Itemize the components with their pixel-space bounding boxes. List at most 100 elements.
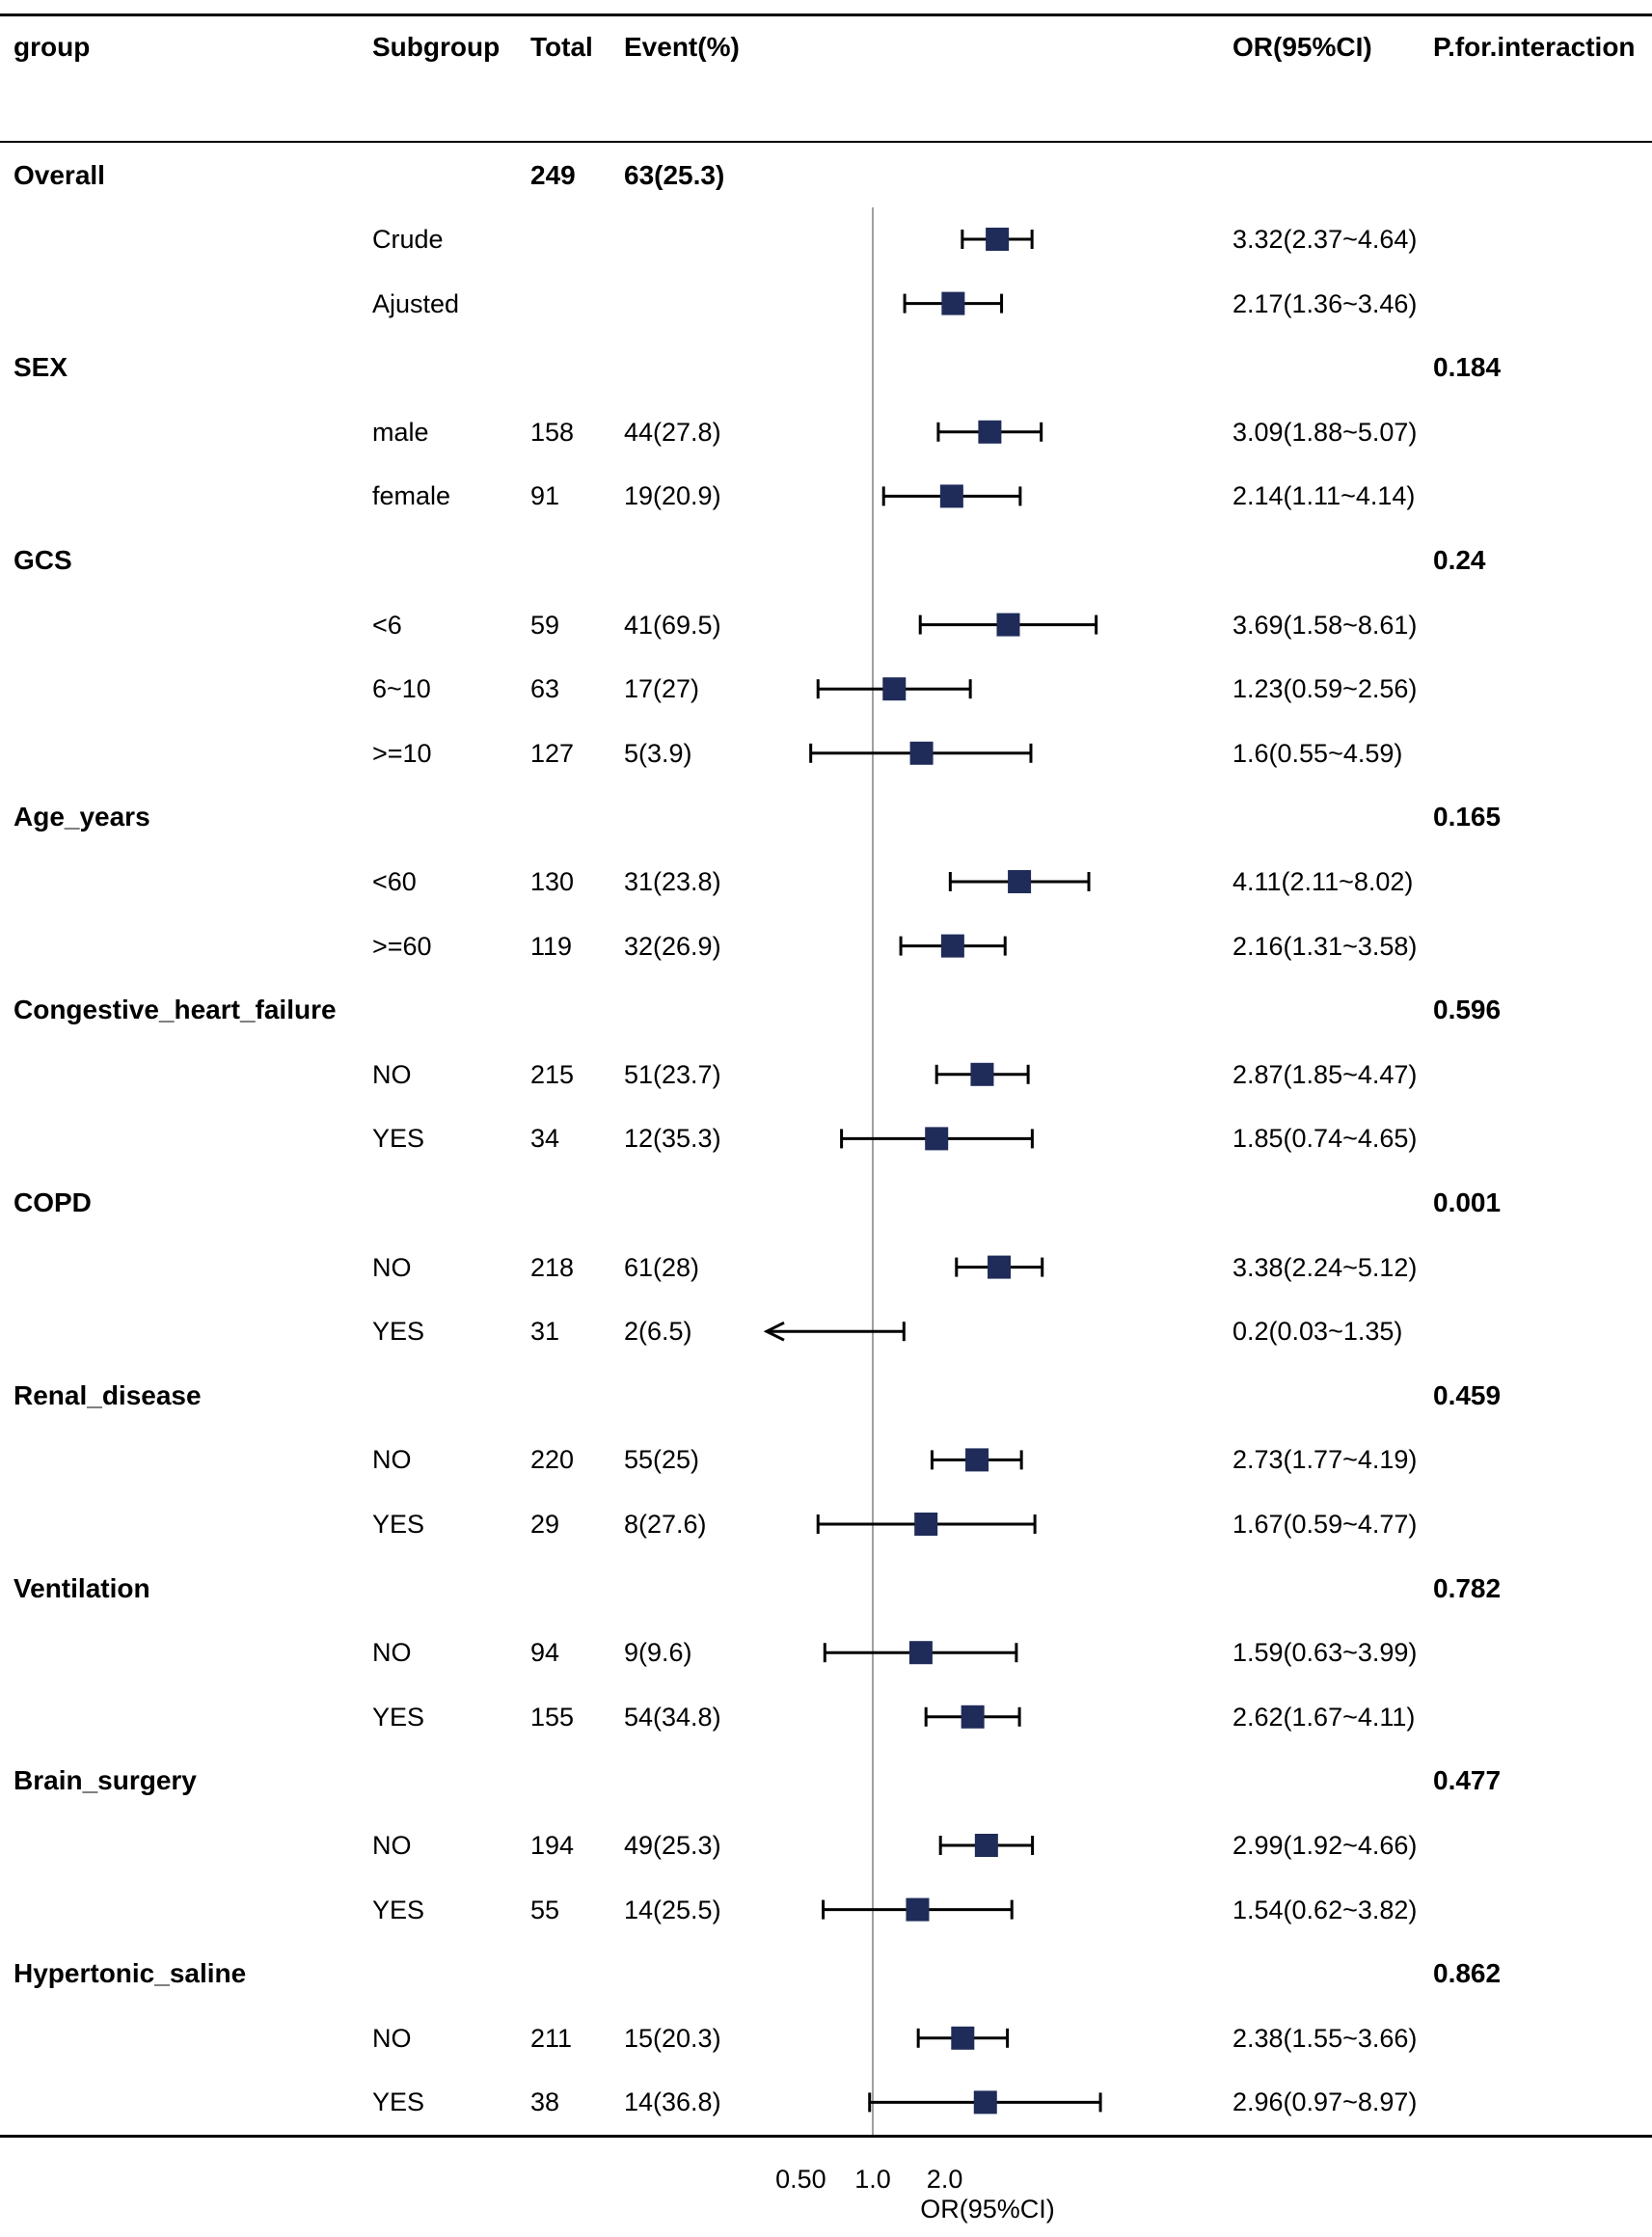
p-interaction-value: 0.184: [1433, 352, 1502, 383]
p-interaction-value: 0.782: [1433, 1572, 1502, 1603]
total-value: 31: [530, 1317, 560, 1347]
header-total: Total: [530, 32, 593, 62]
subgroup-label: male: [372, 417, 429, 447]
subgroup-label: <6: [372, 610, 402, 640]
subgroup-label: Crude: [372, 225, 444, 254]
or-ci-text: 2.73(1.77~4.19): [1232, 1445, 1418, 1475]
group-label: COPD: [14, 1187, 92, 1217]
or-point-box: [939, 484, 963, 508]
or-point-box: [941, 291, 965, 315]
or-ci-text: 2.99(1.92~4.66): [1232, 1831, 1418, 1860]
event-value: 44(27.8): [624, 417, 721, 447]
event-value: 15(20.3): [624, 2023, 721, 2053]
or-ci-text: 1.59(0.63~3.99): [1232, 1638, 1418, 1668]
group-label: GCS: [14, 545, 72, 575]
or-point-box: [914, 1513, 938, 1536]
top-rule: [0, 14, 1652, 16]
or-point-box: [974, 1834, 998, 1857]
p-interaction-value: 0.001: [1433, 1187, 1502, 1217]
event-value: 31(23.8): [624, 867, 721, 896]
total-value: 194: [530, 1831, 575, 1860]
x-axis-label: OR(95%CI): [920, 2195, 1055, 2223]
or-point-box: [906, 1897, 930, 1922]
or-point-box: [882, 677, 907, 701]
total-value: 215: [530, 1059, 575, 1089]
or-ci-text: 2.96(0.97~8.97): [1232, 2087, 1418, 2117]
or-ci-text: 2.38(1.55~3.66): [1232, 2023, 1418, 2053]
overall-label: Overall: [14, 160, 105, 190]
or-point-box: [951, 2026, 975, 2050]
group-label: SEX: [14, 352, 68, 383]
event-value: 49(25.3): [624, 1831, 721, 1860]
total-value: 55: [530, 1895, 560, 1924]
p-interaction-value: 0.24: [1433, 545, 1486, 575]
or-point-box: [925, 1127, 949, 1151]
total-value: 158: [530, 417, 575, 447]
total-value: 94: [530, 1638, 560, 1668]
subgroup-label: >=60: [372, 931, 432, 961]
subgroup-label: YES: [372, 1510, 425, 1539]
or-point-box: [965, 1448, 989, 1472]
event-value: 41(69.5): [624, 610, 721, 640]
event-value: 14(36.8): [624, 2087, 721, 2117]
subgroup-label: YES: [372, 1317, 425, 1347]
total-value: 63: [530, 674, 560, 704]
x-tick-label: 2.0: [926, 2165, 963, 2194]
subgroup-label: Ajusted: [372, 288, 460, 318]
event-value: 8(27.6): [624, 1510, 707, 1539]
or-point-box: [973, 2090, 997, 2114]
x-tick-label: 1.0: [854, 2165, 891, 2194]
event-value: 51(23.7): [624, 1059, 721, 1089]
subgroup-label: YES: [372, 2087, 425, 2117]
subgroup-label: NO: [372, 2023, 412, 2053]
group-label: Brain_surgery: [14, 1765, 197, 1796]
event-value: 14(25.5): [624, 1895, 721, 1924]
or-ci-text: 2.87(1.85~4.47): [1232, 1059, 1418, 1089]
header-p-interaction: P.for.interaction: [1433, 32, 1636, 62]
header-group: group: [14, 32, 91, 62]
subgroup-label: NO: [372, 1445, 412, 1475]
event-value: 55(25): [624, 1445, 700, 1475]
or-point-box: [940, 934, 964, 958]
subgroup-label: YES: [372, 1895, 425, 1924]
overall-total: 249: [530, 160, 576, 190]
subgroup-label: NO: [372, 1252, 412, 1282]
subgroup-label: NO: [372, 1831, 412, 1860]
or-point-box: [996, 613, 1020, 637]
total-value: 130: [530, 867, 575, 896]
event-value: 9(9.6): [624, 1638, 692, 1668]
group-label: Congestive_heart_failure: [14, 995, 337, 1025]
or-ci-text: 0.2(0.03~1.35): [1232, 1317, 1403, 1347]
header-event: Event(%): [624, 32, 740, 62]
group-label: Hypertonic_saline: [14, 1958, 247, 1989]
or-point-box: [961, 1705, 985, 1729]
header-or: OR(95%CI): [1232, 32, 1372, 62]
or-ci-text: 1.23(0.59~2.56): [1232, 674, 1418, 704]
subgroup-label: YES: [372, 1124, 425, 1154]
p-interaction-value: 0.165: [1433, 802, 1502, 832]
group-label: Age_years: [14, 802, 150, 832]
total-value: 59: [530, 610, 560, 640]
total-value: 155: [530, 1702, 575, 1732]
total-value: 218: [530, 1252, 575, 1282]
or-point-box: [970, 1062, 994, 1086]
event-value: 61(28): [624, 1252, 700, 1282]
ci-arrow-left: [763, 1321, 785, 1342]
or-ci-text: 2.14(1.11~4.14): [1232, 481, 1416, 511]
subgroup-label: >=10: [372, 738, 432, 768]
or-point-box: [986, 228, 1010, 251]
header-subgroup: Subgroup: [372, 32, 501, 62]
overall-event: 63(25.3): [624, 160, 725, 190]
total-value: 211: [530, 2023, 573, 2053]
or-ci-text: 1.85(0.74~4.65): [1232, 1124, 1418, 1154]
or-ci-text: 3.09(1.88~5.07): [1232, 417, 1418, 447]
or-ci-text: 3.38(2.24~5.12): [1232, 1252, 1418, 1282]
subgroup-label: NO: [372, 1059, 412, 1089]
or-point-box: [978, 420, 1002, 444]
subgroup-label: 6~10: [372, 674, 431, 704]
event-value: 32(26.9): [624, 931, 721, 961]
or-ci-text: 2.16(1.31~3.58): [1232, 931, 1418, 961]
p-interaction-value: 0.459: [1433, 1379, 1502, 1410]
